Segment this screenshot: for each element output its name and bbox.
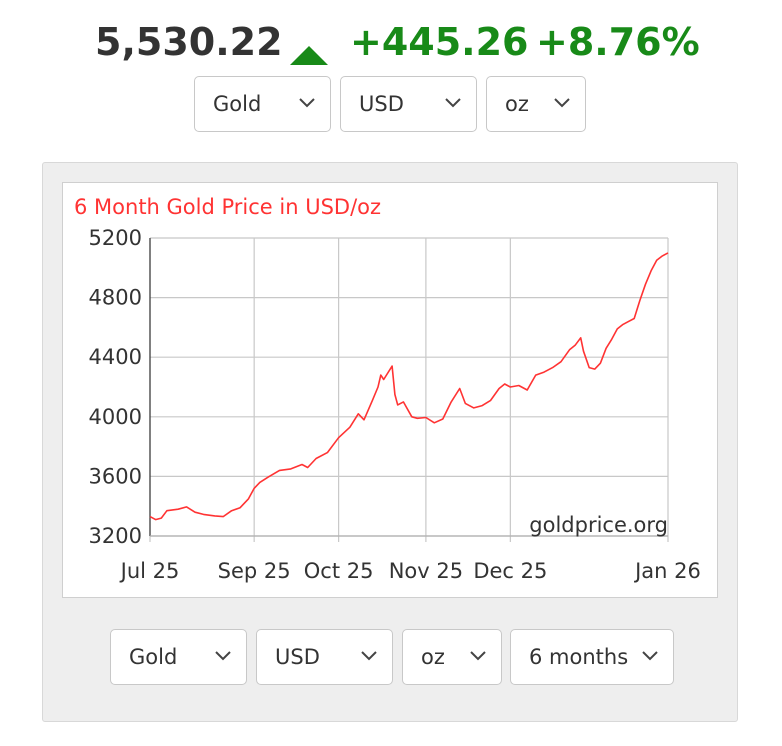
period-select-value: 6 months: [529, 645, 629, 669]
unit-select-value: oz: [505, 92, 529, 116]
x-tick-label: Oct 25: [304, 559, 374, 583]
price-change: +445.26: [350, 20, 529, 64]
price-change-percent: +8.76%: [536, 20, 700, 64]
chart-watermark: goldprice.org: [529, 513, 668, 537]
chart-axes: 3200 3600 4000 4400 4800 5200 Jul 25 Sep 25 Oct …: [89, 226, 701, 583]
unit-select-bottom[interactable]: oz: [402, 629, 502, 685]
chevron-down-icon: [554, 98, 570, 108]
currency-select-top[interactable]: USD: [340, 76, 477, 132]
y-tick-label: 4000: [89, 405, 142, 429]
chevron-down-icon: [299, 98, 315, 108]
y-tick-label: 4400: [89, 345, 142, 369]
currency-select-value: USD: [275, 645, 320, 669]
metal-select-top[interactable]: Gold: [194, 76, 331, 132]
unit-select-top[interactable]: oz: [486, 76, 586, 132]
chevron-down-icon: [361, 651, 377, 661]
current-price: 5,530.22: [95, 20, 283, 64]
chart-series: [149, 252, 669, 521]
chart-frame: [62, 182, 718, 598]
chevron-down-icon: [215, 651, 231, 661]
period-select-bottom[interactable]: 6 months: [510, 629, 674, 685]
y-tick-label: 4800: [89, 286, 142, 310]
currency-select-bottom[interactable]: USD: [256, 629, 393, 685]
y-tick-label: 5200: [89, 226, 142, 250]
gold-price-chart: 6 Month Gold Price in USD/oz 3200 3600 400…: [74, 195, 701, 583]
metal-select-value: Gold: [213, 92, 262, 116]
series-line: [149, 252, 669, 521]
chart-grid: [149, 237, 669, 542]
x-tick-label: Sep 25: [218, 559, 291, 583]
chevron-down-icon: [445, 98, 461, 108]
metal-select-bottom[interactable]: Gold: [110, 629, 247, 685]
x-tick-label: Dec 25: [473, 559, 547, 583]
price-header: 5,530.22 +445.26 +8.76%: [0, 16, 782, 72]
currency-select-value: USD: [359, 92, 404, 116]
up-triangle-icon: [290, 46, 328, 65]
x-tick-label: Nov 25: [389, 559, 463, 583]
x-tick-label: Jul 25: [119, 559, 180, 583]
unit-select-value: oz: [421, 645, 445, 669]
x-tick-label: Jan 26: [633, 559, 701, 583]
metal-select-value: Gold: [129, 645, 178, 669]
y-tick-label: 3600: [89, 464, 142, 488]
chart-title: 6 Month Gold Price in USD/oz: [74, 195, 381, 219]
y-tick-label: 3200: [89, 524, 142, 548]
chevron-down-icon: [470, 651, 486, 661]
chevron-down-icon: [642, 651, 658, 661]
